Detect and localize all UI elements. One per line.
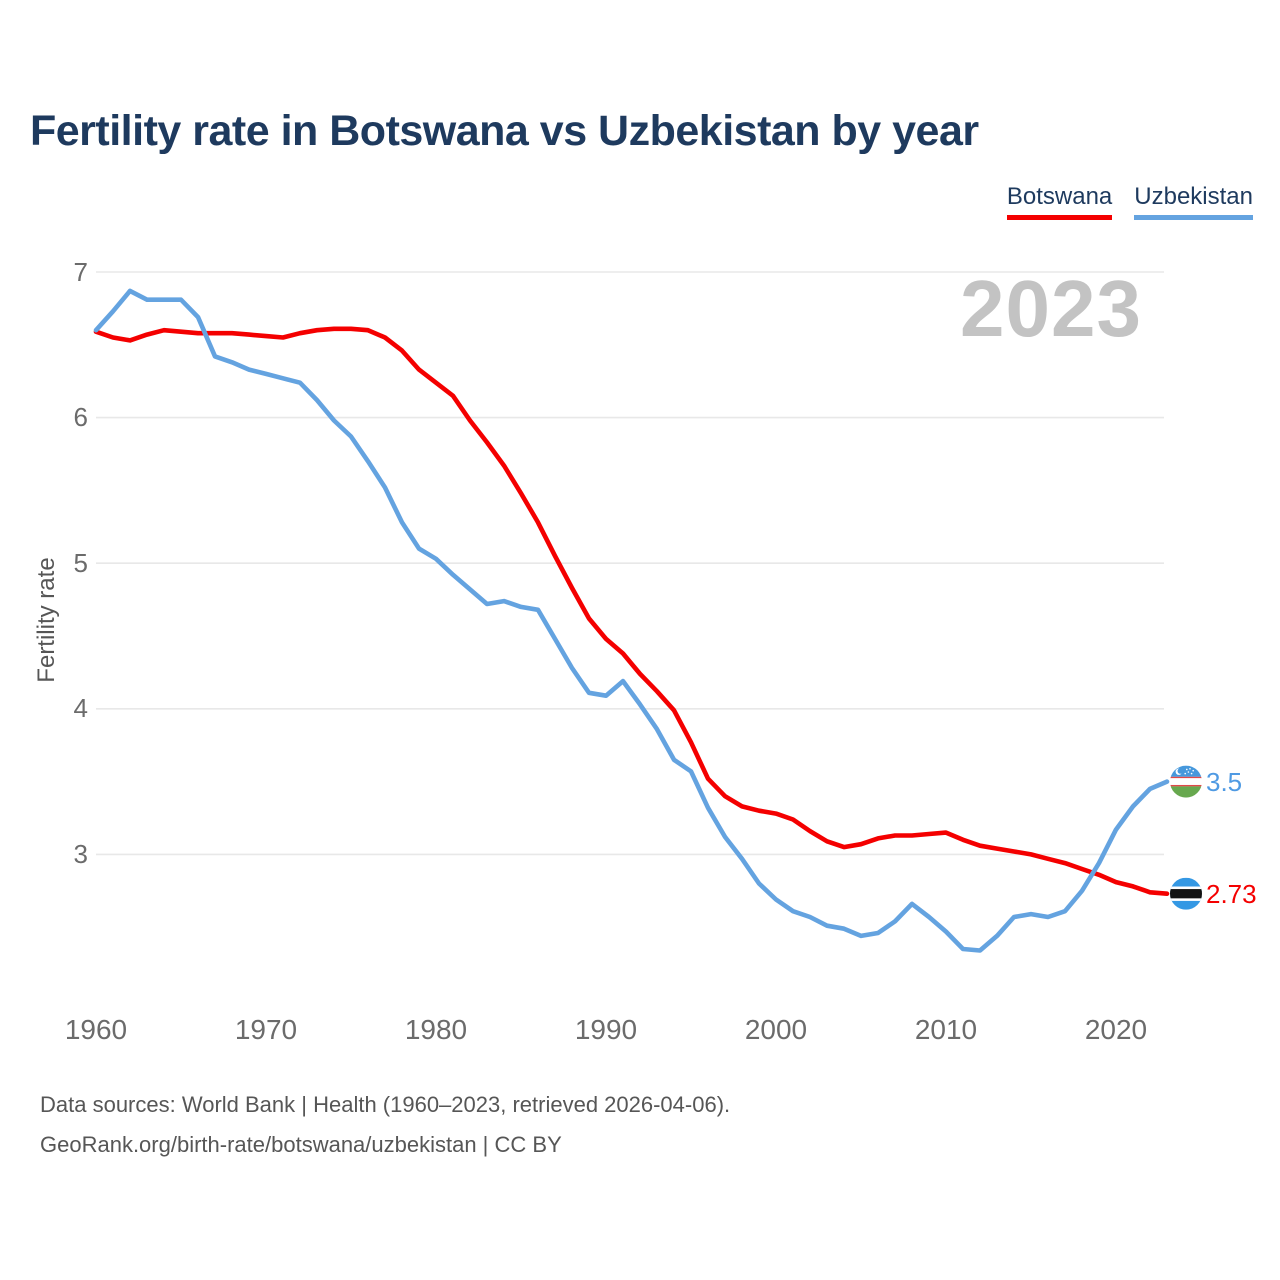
- x-tick-2000: 2000: [744, 1014, 808, 1045]
- x-tick-2010: 2010: [914, 1014, 978, 1045]
- footer-link: GeoRank.org/birth-rate/botswana/uzbekist…: [40, 1132, 562, 1157]
- botswana-line[interactable]: [93, 326, 1170, 897]
- legend-item-uzbekistan[interactable]: Uzbekistan: [1134, 185, 1253, 220]
- page-title: Fertility rate in Botswana vs Uzbekistan…: [30, 107, 979, 155]
- footer: Data sources: World Bank | Health (1960–…: [40, 1085, 730, 1165]
- y-tick-5: 5: [73, 547, 88, 578]
- uzbekistan-flag-icon: [1170, 765, 1202, 798]
- y-tick-7: 7: [73, 256, 88, 287]
- x-tick-1970: 1970: [234, 1014, 298, 1045]
- botswana-flag-icon: [1170, 877, 1202, 910]
- y-tick-3: 3: [73, 838, 88, 869]
- x-tick-1980: 1980: [404, 1014, 468, 1045]
- watermark-year: 2023: [960, 264, 1142, 353]
- x-tick-2020: 2020: [1084, 1014, 1148, 1045]
- legend-item-botswana[interactable]: Botswana: [1006, 185, 1113, 220]
- legend: Botswana Uzbekistan: [1006, 185, 1253, 220]
- x-tick-1960: 1960: [64, 1014, 128, 1045]
- botswana-end-value: 2.73: [1206, 878, 1257, 909]
- uzbekistan-end-value: 3.5: [1206, 766, 1243, 797]
- uzbekistan-line[interactable]: [93, 288, 1170, 953]
- footer-sources: Data sources: World Bank | Health (1960–…: [40, 1092, 731, 1117]
- x-tick-1990: 1990: [574, 1014, 638, 1045]
- y-tick-4: 4: [73, 693, 88, 724]
- y-tick-6: 6: [73, 402, 88, 433]
